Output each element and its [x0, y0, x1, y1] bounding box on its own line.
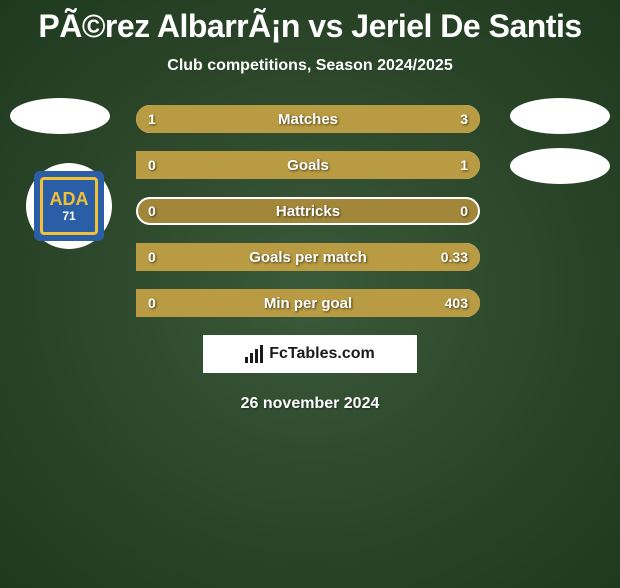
- stat-label: Matches: [136, 105, 480, 133]
- stat-value-left: 0: [148, 289, 156, 317]
- stat-label: Goals: [136, 151, 480, 179]
- stat-value-left: 0: [148, 197, 156, 225]
- player-right-avatar: [510, 98, 610, 134]
- stat-value-right: 1: [460, 151, 468, 179]
- stat-value-right: 0.33: [441, 243, 468, 271]
- page-title: PÃ©rez AlbarrÃ¡n vs Jeriel De Santis: [0, 8, 620, 45]
- stat-bars: Matches13Goals01Hattricks00Goals per mat…: [136, 105, 480, 317]
- watermark: FcTables.com: [203, 335, 417, 373]
- stat-row: Goals0 1: [136, 151, 480, 179]
- stat-value-left: 1: [148, 105, 156, 133]
- stat-label: Goals per match: [136, 243, 480, 271]
- chart-icon: [245, 345, 263, 363]
- stat-row: Hattricks0 0: [136, 197, 480, 225]
- player-left-avatar: [10, 98, 110, 134]
- watermark-text: FcTables.com: [269, 345, 375, 363]
- date-label: 26 november 2024: [0, 395, 620, 413]
- stat-value-right: 0: [460, 197, 468, 225]
- player-right-avatar-2: [510, 148, 610, 184]
- team-logo-text-2: 71: [62, 210, 75, 222]
- stat-row: Matches1 3: [136, 105, 480, 133]
- stat-value-right: 3: [460, 105, 468, 133]
- stat-label: Min per goal: [136, 289, 480, 317]
- stat-value-left: 0: [148, 243, 156, 271]
- stat-label: Hattricks: [136, 197, 480, 225]
- stat-value-right: 403: [445, 289, 468, 317]
- comparison-panel: ADA 71 Matches13Goals01Hattricks00Goals …: [0, 105, 620, 317]
- stat-row: Min per goal0 403: [136, 289, 480, 317]
- team-logo-text-1: ADA: [50, 190, 89, 208]
- stat-value-left: 0: [148, 151, 156, 179]
- team-logo-left: ADA 71: [26, 163, 112, 249]
- stat-row: Goals per match0 0.33: [136, 243, 480, 271]
- page-subtitle: Club competitions, Season 2024/2025: [0, 57, 620, 75]
